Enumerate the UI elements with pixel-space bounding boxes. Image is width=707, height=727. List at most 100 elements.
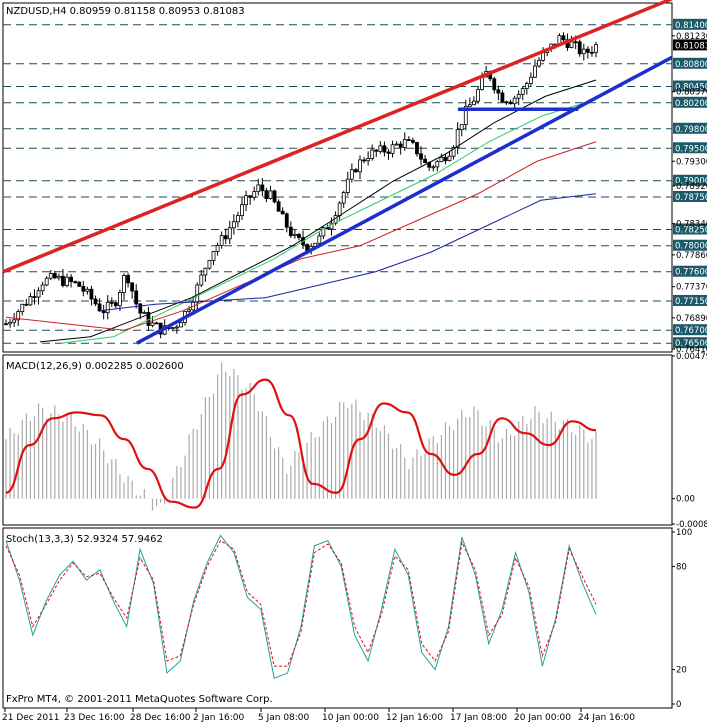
candle-body-51 <box>211 251 216 261</box>
candle-body-41 <box>170 327 175 329</box>
candle-body-102 <box>419 153 423 160</box>
candle-body-120 <box>492 78 497 91</box>
candle-body-18 <box>77 281 82 287</box>
level-label-bg-6 <box>673 142 707 154</box>
level-label-bg-13 <box>673 324 707 336</box>
candle-body-14 <box>61 275 65 286</box>
candle-body-125 <box>512 97 517 105</box>
level-label-12: 0.77150 <box>675 297 707 307</box>
candle-body-123 <box>504 101 509 104</box>
candle-body-7 <box>32 296 37 298</box>
candle-body-63 <box>260 184 265 192</box>
candle-body-2 <box>12 319 17 323</box>
candle-body-61 <box>252 191 257 198</box>
macd-tick-label-0: 0.004793 <box>676 352 707 362</box>
stoch-pane: 100 80 20 0 <box>5 528 692 710</box>
level-label-bg-8 <box>673 190 707 202</box>
candle-body-54 <box>223 235 228 240</box>
x-tick-label-7: 17 Jan 08:00 <box>450 713 507 723</box>
candle-body-91 <box>374 149 379 152</box>
candle-body-140 <box>573 41 578 44</box>
level-label-bg-7 <box>673 174 707 186</box>
moving-average-red <box>5 141 597 331</box>
candle-body-106 <box>435 161 440 168</box>
candle-body-47 <box>195 284 200 303</box>
x-tick-label-8: 20 Jan 00:00 <box>514 713 571 723</box>
candle-body-92 <box>378 145 383 152</box>
candle-body-10 <box>44 277 49 286</box>
moving-average-black <box>39 79 597 343</box>
candle-body-97 <box>398 143 403 148</box>
candle-body-143 <box>585 48 590 53</box>
macd-signal-line <box>5 378 597 509</box>
candle-body-113 <box>463 105 468 125</box>
candle-body-122 <box>500 92 505 103</box>
x-tick-label-0: 21 Dec 2011 <box>2 713 60 723</box>
candle-body-124 <box>508 101 513 105</box>
level-label-9: 0.78250 <box>675 225 707 235</box>
candle-body-99 <box>406 139 411 141</box>
candle-body-20 <box>85 288 90 292</box>
candle-body-27 <box>113 302 118 307</box>
level-label-7: 0.79000 <box>675 177 707 187</box>
candle-body-114 <box>467 104 472 107</box>
stoch-tick-label-1: 80 <box>676 562 687 572</box>
price-pane: 0.81400 0.81083 0.80800 0.80450 0.80200 0.798… <box>2 0 707 355</box>
level-label-bg-2 <box>673 57 707 69</box>
candle-body-31 <box>130 282 135 292</box>
candle-body-121 <box>496 89 501 94</box>
candle-body-32 <box>134 290 139 305</box>
candle-body-137 <box>561 35 566 41</box>
candle-body-70 <box>288 226 293 237</box>
level-label-bg-9 <box>673 223 707 235</box>
candle-body-17 <box>73 281 78 283</box>
level-label-11: 0.77600 <box>675 268 707 278</box>
candle-body-65 <box>268 190 273 200</box>
trendline-1 <box>135 55 673 345</box>
trendline-0 <box>2 0 673 274</box>
candle-body-100 <box>410 140 415 143</box>
candle-body-80 <box>329 222 334 230</box>
candle-body-130 <box>533 65 537 78</box>
candle-body-109 <box>447 155 452 162</box>
candle-body-129 <box>528 76 533 84</box>
candle-body-79 <box>325 227 330 230</box>
candle-body-16 <box>69 276 74 282</box>
level-label-bg-10 <box>673 239 707 251</box>
candle-body-42 <box>174 326 179 329</box>
candle-body-105 <box>431 166 436 169</box>
level-label-0: 0.81400 <box>675 21 707 31</box>
candle-body-13 <box>56 275 61 279</box>
candle-body-15 <box>65 276 69 286</box>
candle-body-66 <box>272 190 277 203</box>
candle-body-37 <box>154 322 159 325</box>
candle-body-30 <box>126 275 130 284</box>
level-label-6: 0.79500 <box>675 144 707 154</box>
stoch-signal-line <box>5 539 597 667</box>
moving-average-green <box>59 99 597 344</box>
x-axis: 21 Dec 2011 23 Dec 16:00 28 Dec 16:00 2 Jan… <box>2 708 635 723</box>
candle-body-145 <box>594 44 598 53</box>
candle-body-59 <box>244 195 248 206</box>
candle-body-110 <box>451 147 456 157</box>
level-label-bg-4 <box>673 96 707 108</box>
macd-tick-label-2: -0.00085 <box>676 520 707 530</box>
candle-body-68 <box>280 210 285 215</box>
candle-body-8 <box>36 290 41 298</box>
macd-title: MACD(12,26,9) 0.002285 0.002600 <box>6 361 184 372</box>
candle-body-36 <box>150 322 155 326</box>
copyright-footer: FxPro MT4, © 2001-2011 MetaQuotes Softwa… <box>6 694 273 705</box>
level-label-bg-12 <box>673 294 707 306</box>
candle-body-71 <box>292 233 297 237</box>
candle-body-85 <box>349 169 354 180</box>
candle-body-141 <box>577 41 582 55</box>
candle-body-74 <box>305 244 310 251</box>
chart-title: NZDUSD,H4 0.80959 0.81158 0.80953 0.8108… <box>6 6 245 17</box>
level-label-2: 0.80800 <box>675 60 707 70</box>
candle-body-67 <box>276 201 281 212</box>
stoch-tick-label-2: 20 <box>676 666 687 676</box>
stoch-tick-label-0: 100 <box>676 528 692 538</box>
